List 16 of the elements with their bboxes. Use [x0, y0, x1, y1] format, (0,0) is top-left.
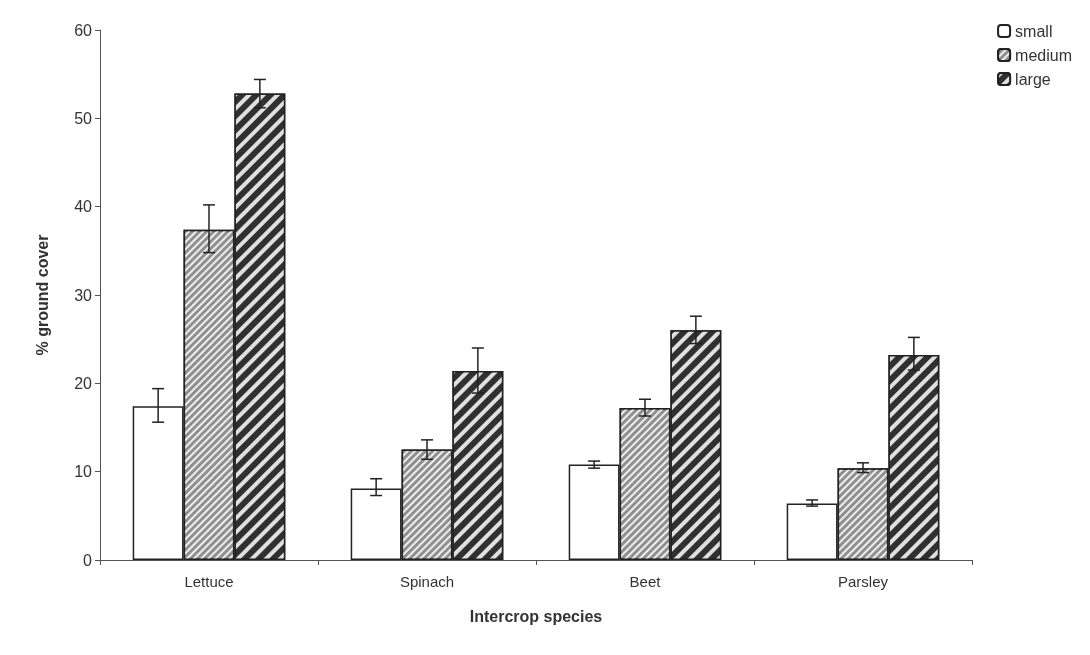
y-tick-label: 10	[74, 463, 93, 481]
legend-label: large	[1015, 70, 1051, 88]
y-axis-title: % ground cover	[33, 234, 51, 356]
x-tick-label: Beet	[629, 573, 662, 590]
y-tick-label: 30	[74, 286, 93, 304]
x-tick-label: Spinach	[399, 573, 455, 590]
y-tick-label: 50	[74, 109, 93, 127]
y-tick-label: 60	[74, 21, 93, 39]
legend-label: medium	[1015, 46, 1072, 64]
y-tick-label: 20	[74, 374, 93, 392]
y-tick-label: 40	[74, 198, 93, 216]
x-tick-label: Parsley	[837, 573, 889, 590]
legend-label: small	[1015, 22, 1053, 40]
x-axis-title: Intercrop species	[469, 607, 603, 625]
x-tick-label: Lettuce	[184, 573, 234, 590]
y-tick-label: 0	[83, 551, 93, 569]
